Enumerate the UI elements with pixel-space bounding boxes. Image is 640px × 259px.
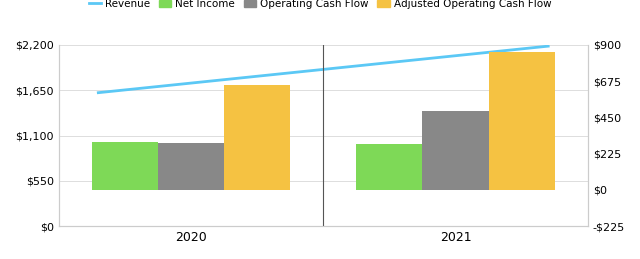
Legend: Revenue, Net Income, Operating Cash Flow, Adjusted Operating Cash Flow: Revenue, Net Income, Operating Cash Flow… <box>84 0 556 13</box>
Bar <box>224 85 290 190</box>
Bar <box>422 111 489 190</box>
Bar <box>356 144 422 190</box>
Bar <box>489 52 555 190</box>
Bar <box>92 142 158 190</box>
Bar <box>158 143 224 190</box>
